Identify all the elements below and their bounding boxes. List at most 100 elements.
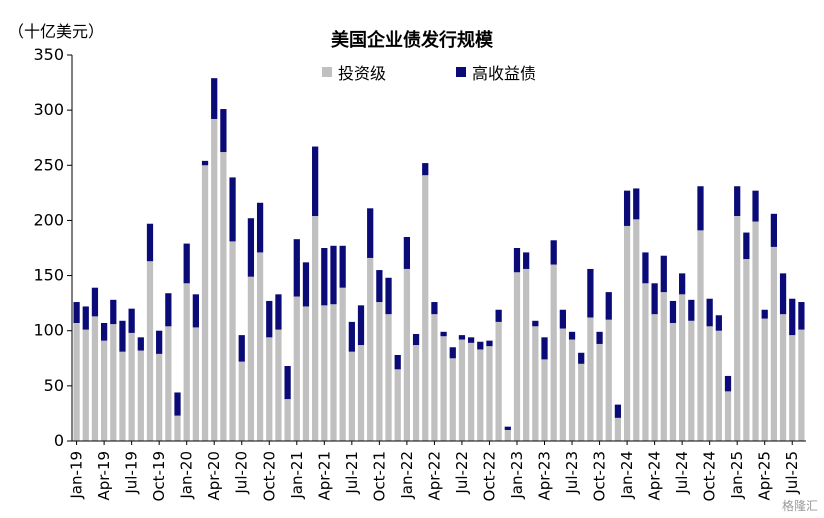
bar-investment-grade bbox=[156, 353, 163, 441]
bar-investment-grade bbox=[523, 268, 530, 441]
legend-item-investment-grade: 投资级 bbox=[322, 60, 386, 84]
bar-high-yield bbox=[779, 273, 787, 315]
bar-investment-grade bbox=[394, 369, 401, 441]
bar-high-yield bbox=[660, 255, 667, 293]
bar-high-yield bbox=[367, 208, 374, 258]
y-tick-label: 150 bbox=[33, 266, 64, 285]
bar-high-yield bbox=[798, 302, 805, 330]
bar-investment-grade bbox=[201, 165, 209, 442]
bar-high-yield bbox=[247, 218, 255, 277]
bar-investment-grade bbox=[440, 336, 447, 441]
bar-investment-grade bbox=[403, 268, 411, 441]
bar-investment-grade bbox=[724, 391, 732, 441]
x-tick-label: Jul-23 bbox=[563, 451, 581, 495]
chart-title: 美国企业债发行规模 bbox=[331, 30, 493, 51]
bar-investment-grade bbox=[238, 361, 245, 441]
bar-investment-grade bbox=[229, 241, 236, 441]
bar-high-yield bbox=[174, 392, 181, 416]
bar-investment-grade bbox=[247, 276, 255, 441]
x-tick-label: Oct-23 bbox=[591, 451, 609, 501]
bar-high-yield bbox=[789, 298, 796, 336]
bar-high-yield bbox=[605, 292, 612, 320]
legend-swatch-high-yield bbox=[456, 67, 466, 77]
bar-investment-grade bbox=[467, 342, 475, 441]
bar-investment-grade bbox=[165, 326, 172, 441]
bar-high-yield bbox=[256, 202, 264, 253]
bar-investment-grade bbox=[192, 327, 199, 441]
bar-high-yield bbox=[513, 248, 521, 273]
bar-high-yield bbox=[201, 160, 209, 166]
bar-high-yield bbox=[128, 308, 135, 333]
bar-high-yield bbox=[312, 146, 319, 217]
bar-high-yield bbox=[578, 352, 585, 364]
bar-investment-grade bbox=[174, 415, 181, 441]
bar-investment-grade bbox=[348, 351, 355, 441]
x-tick-label: Apr-22 bbox=[425, 451, 443, 501]
x-tick-label: Apr-25 bbox=[756, 451, 774, 501]
bar-investment-grade bbox=[256, 252, 264, 441]
bar-investment-grade bbox=[697, 230, 704, 441]
bar-investment-grade bbox=[211, 118, 218, 441]
x-tick-label: Jul-24 bbox=[673, 451, 691, 495]
bar-high-yield bbox=[119, 320, 126, 352]
bar-investment-grade bbox=[532, 326, 539, 441]
bar-investment-grade bbox=[477, 349, 484, 441]
x-tick-label: Apr-21 bbox=[315, 451, 333, 501]
bar-investment-grade bbox=[339, 287, 346, 441]
bar-investment-grade bbox=[357, 345, 365, 441]
bar-investment-grade bbox=[752, 221, 759, 441]
bar-high-yield bbox=[165, 293, 172, 327]
bar-high-yield bbox=[752, 190, 759, 222]
bars bbox=[73, 78, 805, 442]
bar-investment-grade bbox=[137, 350, 144, 441]
bar-investment-grade bbox=[412, 345, 420, 441]
bar-high-yield bbox=[532, 320, 539, 327]
y-tick-label: 250 bbox=[33, 155, 64, 174]
bar-investment-grade bbox=[559, 328, 566, 441]
bar-high-yield bbox=[568, 331, 576, 340]
bar-investment-grade bbox=[568, 339, 576, 441]
bar-investment-grade bbox=[302, 306, 310, 441]
bar-high-yield bbox=[100, 322, 108, 341]
bar-high-yield bbox=[706, 298, 713, 327]
bar-high-yield bbox=[110, 299, 117, 325]
bar-high-yield bbox=[642, 252, 649, 284]
bar-high-yield bbox=[284, 366, 291, 400]
bar-investment-grade bbox=[596, 343, 603, 441]
bar-investment-grade bbox=[605, 319, 612, 441]
bar-investment-grade bbox=[706, 326, 713, 441]
bar-high-yield bbox=[623, 190, 631, 226]
bar-investment-grade bbox=[779, 314, 787, 441]
bar-investment-grade bbox=[284, 399, 291, 441]
bar-investment-grade bbox=[73, 322, 80, 441]
bar-high-yield bbox=[486, 340, 493, 347]
x-tick-label: Apr-24 bbox=[646, 451, 664, 501]
bar-high-yield bbox=[734, 186, 741, 217]
bar-high-yield bbox=[669, 300, 677, 323]
bar-high-yield bbox=[697, 186, 704, 231]
bar-high-yield bbox=[422, 163, 429, 176]
bar-investment-grade bbox=[587, 317, 594, 441]
bar-investment-grade bbox=[266, 337, 273, 441]
bar-investment-grade bbox=[220, 152, 227, 442]
bar-high-yield bbox=[440, 331, 447, 337]
bar-investment-grade bbox=[91, 316, 99, 441]
bar-high-yield bbox=[385, 277, 392, 315]
bar-investment-grade bbox=[376, 302, 383, 441]
x-tick-label: Jul-19 bbox=[123, 451, 141, 495]
y-tick-label: 350 bbox=[33, 45, 64, 64]
bar-high-yield bbox=[596, 331, 603, 344]
bar-investment-grade bbox=[367, 257, 374, 441]
bar-high-yield bbox=[495, 309, 502, 322]
x-tick-label: Jul-21 bbox=[343, 451, 361, 495]
bar-high-yield bbox=[651, 283, 658, 315]
bar-high-yield bbox=[614, 404, 622, 418]
bar-investment-grade bbox=[385, 314, 392, 441]
bar-investment-grade bbox=[715, 330, 722, 441]
bar-high-yield bbox=[376, 270, 383, 303]
x-tick-label: Jul-22 bbox=[453, 451, 471, 495]
bar-investment-grade bbox=[82, 329, 89, 441]
bar-investment-grade bbox=[614, 417, 622, 441]
bar-high-yield bbox=[321, 248, 328, 306]
x-tick-label: Apr-20 bbox=[205, 451, 223, 501]
